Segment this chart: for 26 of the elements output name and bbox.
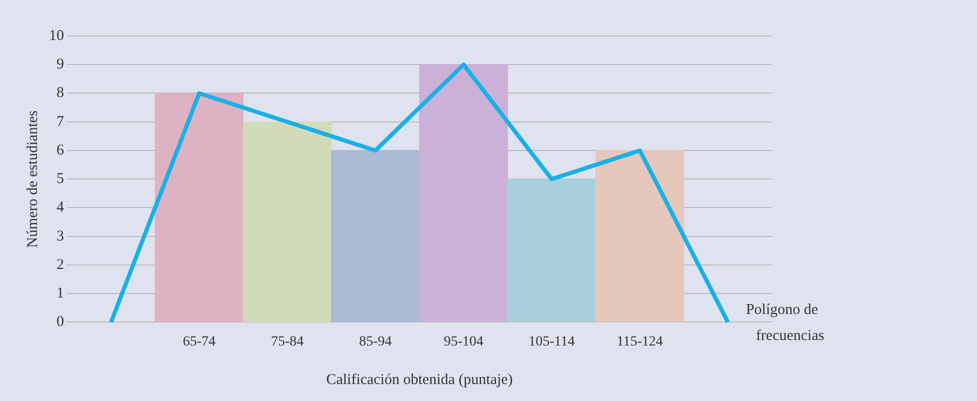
- bar: [242, 122, 332, 322]
- x-tick-label: 75-84: [270, 334, 304, 350]
- x-axis-title: Calificación obtenida (puntaje): [326, 372, 513, 388]
- y-tick-label: 1: [56, 286, 64, 302]
- y-tick-label: 7: [56, 114, 64, 130]
- bar: [331, 150, 420, 322]
- y-axis-title: Número de estudiantes: [24, 110, 41, 248]
- y-tick-label: 3: [56, 228, 64, 244]
- y-tick-label: 6: [56, 142, 64, 158]
- y-tick-label: 9: [56, 56, 64, 73]
- x-tick-label: 65-74: [182, 334, 216, 350]
- x-tick-label: 115-124: [616, 334, 663, 350]
- x-tick-label: 95-104: [444, 334, 484, 350]
- bar: [507, 178, 596, 322]
- y-tick-label: 4: [56, 200, 64, 216]
- bar: [154, 92, 244, 322]
- x-tick-label: 105-114: [528, 334, 575, 350]
- x-tick-label: 85-94: [359, 334, 392, 350]
- series-label: Polígono de frecuencias: [746, 302, 824, 344]
- y-tick-label: 2: [56, 256, 64, 273]
- y-tick-label: 5: [56, 171, 64, 188]
- bar: [595, 150, 684, 322]
- y-tick-label: 10: [49, 28, 64, 44]
- y-tick-label: 8: [56, 85, 64, 102]
- bar: [419, 64, 508, 322]
- y-tick-label: 0: [56, 314, 64, 330]
